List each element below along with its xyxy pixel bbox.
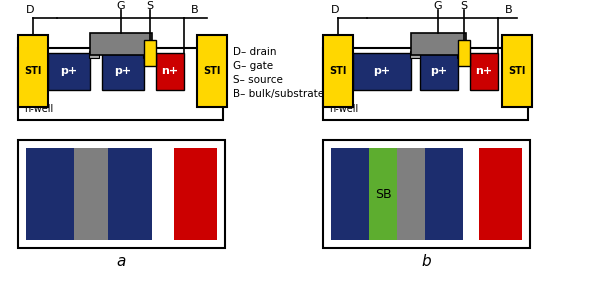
Bar (323, 140, 530, 248)
Bar (420, 53, 458, 90)
Bar (331, 148, 369, 240)
Bar (89, 51, 99, 58)
Text: D: D (26, 5, 34, 15)
Bar (457, 51, 467, 58)
Bar (458, 40, 470, 66)
Text: B– bulk/substrate: B– bulk/substrate (233, 89, 324, 99)
Bar (410, 51, 420, 58)
Text: S– source: S– source (233, 75, 283, 85)
Text: p+: p+ (373, 66, 391, 76)
Bar (323, 48, 528, 120)
Bar (174, 148, 217, 240)
Bar (26, 148, 74, 240)
Bar (411, 33, 466, 55)
Text: n+: n+ (161, 66, 179, 76)
Text: p+: p+ (430, 66, 448, 76)
Bar (102, 53, 144, 90)
Bar (369, 148, 397, 240)
Bar (425, 148, 463, 240)
Bar (144, 40, 156, 66)
Bar (108, 148, 152, 240)
Bar (143, 51, 153, 58)
Bar (397, 148, 425, 240)
Text: B: B (505, 5, 513, 15)
Bar (470, 53, 498, 90)
Bar (90, 33, 152, 55)
Text: p+: p+ (115, 66, 131, 76)
Bar (353, 53, 411, 90)
Text: G– gate: G– gate (233, 61, 273, 71)
Text: b: b (422, 253, 431, 268)
Text: n+: n+ (475, 66, 493, 76)
Bar (479, 148, 522, 240)
Text: SB: SB (374, 188, 391, 201)
Text: STI: STI (508, 66, 526, 76)
Text: B: B (191, 5, 199, 15)
Text: G: G (434, 1, 442, 11)
Text: n-well: n-well (24, 104, 53, 114)
Text: n-well: n-well (329, 104, 358, 114)
Bar (18, 140, 225, 248)
Bar (74, 148, 108, 240)
Text: STI: STI (329, 66, 347, 76)
Bar (156, 53, 184, 90)
Text: S: S (460, 1, 467, 11)
Text: G: G (116, 1, 125, 11)
Bar (18, 35, 48, 107)
Text: STI: STI (25, 66, 41, 76)
Text: p+: p+ (61, 66, 77, 76)
Bar (48, 53, 90, 90)
Bar (323, 35, 353, 107)
Text: D– drain: D– drain (233, 47, 277, 57)
Bar (18, 48, 223, 120)
Bar (502, 35, 532, 107)
Text: S: S (146, 1, 154, 11)
Bar (197, 35, 227, 107)
Text: a: a (117, 253, 126, 268)
Text: D: D (331, 5, 339, 15)
Text: STI: STI (203, 66, 221, 76)
